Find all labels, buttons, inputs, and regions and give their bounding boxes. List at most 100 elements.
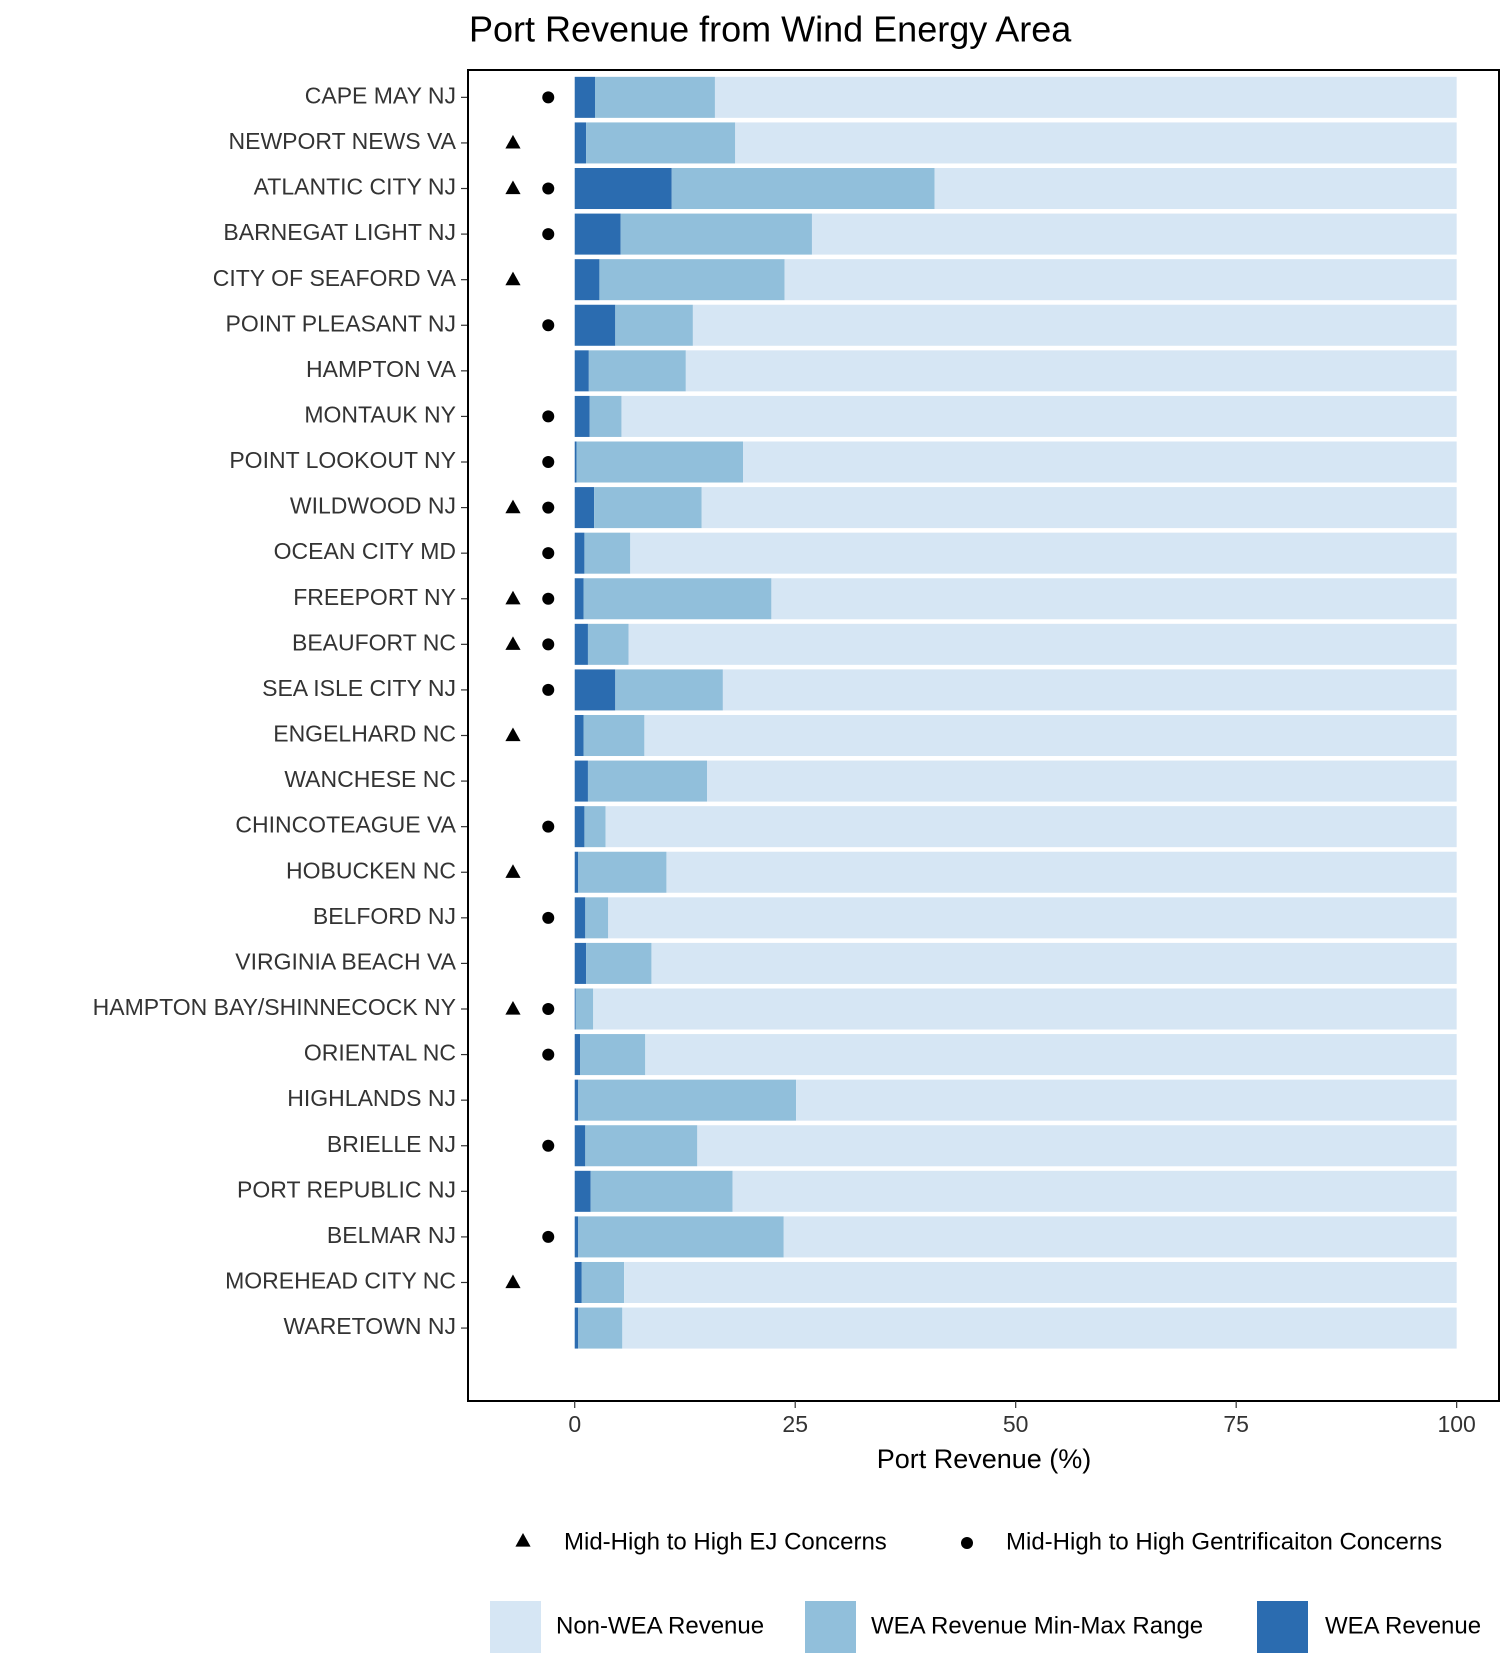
bar-segment (605, 806, 1457, 848)
ej-marker (505, 590, 521, 605)
y-tick-label: HIGHLANDS NJ (287, 1085, 456, 1111)
gentrification-marker (542, 683, 555, 696)
gentrification-marker (542, 319, 555, 332)
bar-segment (586, 942, 652, 984)
y-tick-label: WANCHESE NC (284, 766, 456, 792)
bar-segment (622, 1307, 1457, 1349)
bar-segment (584, 532, 631, 574)
bar-segment (608, 897, 1457, 939)
y-tick-label: HAMPTON VA (306, 356, 457, 382)
bar-segment (581, 1261, 625, 1303)
bar-segment (574, 1125, 586, 1167)
bar-segment (685, 350, 1457, 392)
bar-segment (574, 441, 577, 483)
bar-segment (585, 897, 609, 939)
bar-segment (743, 441, 1457, 483)
gentrification-marker (542, 228, 555, 241)
bar-segment (732, 1170, 1457, 1212)
bar-segment (587, 760, 708, 802)
gentrification-marker (542, 1048, 555, 1061)
bar-segment (576, 441, 744, 483)
x-tick-label: 25 (782, 1411, 808, 1437)
legend-key (1257, 1601, 1308, 1653)
gentrification-marker (542, 410, 555, 423)
bar-segment (599, 259, 785, 301)
bar-segment (574, 304, 616, 346)
legend-label: Mid-High to High EJ Concerns (564, 1528, 887, 1555)
bar-segment (574, 897, 586, 939)
bar-segment (615, 669, 723, 711)
y-tick-label: ORIENTAL NC (304, 1040, 456, 1066)
y-tick-label: BRIELLE NJ (327, 1131, 456, 1157)
bar-segment (578, 851, 667, 893)
bar-segment (583, 714, 645, 757)
gentrification-marker (542, 820, 555, 833)
bar-segment (588, 350, 686, 392)
y-tick-label: POINT PLEASANT NJ (226, 310, 457, 336)
y-tick-label: BARNEGAT LIGHT NJ (223, 219, 456, 245)
bar-segment (934, 168, 1457, 210)
bar-segment (587, 623, 629, 665)
legend-key (805, 1601, 856, 1653)
y-tick-label: CITY OF SEAFORD VA (213, 265, 457, 291)
bar-segment (574, 168, 672, 210)
y-tick-label: MONTAUK NY (304, 402, 456, 428)
y-tick-label: WILDWOOD NJ (290, 493, 456, 519)
bar-segment (574, 76, 596, 118)
gentrification-marker (542, 182, 555, 195)
y-tick-label: CHINCOTEAGUE VA (235, 812, 456, 838)
ej-marker (505, 180, 521, 195)
y-tick-label: HAMPTON BAY/SHINNECOCK NY (93, 994, 456, 1020)
gentrification-marker (542, 1002, 555, 1015)
bar-segment (666, 851, 1457, 893)
bar-segment (574, 942, 587, 984)
legend-label: WEA Revenue (1325, 1612, 1481, 1639)
bar-segment (671, 168, 935, 210)
ej-marker (505, 864, 521, 878)
bar-segment (784, 259, 1457, 301)
y-tick-label: ENGELHARD NC (273, 721, 456, 747)
bar-segment (771, 578, 1457, 620)
bar-segment (574, 669, 616, 711)
bar-segment (697, 1125, 1457, 1167)
ej-marker (505, 1274, 521, 1289)
bar-segment (701, 487, 1457, 529)
gentrification-marker (542, 638, 555, 651)
bar-segment (574, 1261, 582, 1303)
y-tick-label: ATLANTIC CITY NJ (254, 174, 456, 200)
bar-segment (574, 623, 588, 665)
bar-segment (651, 942, 1457, 984)
bar-segment (722, 669, 1457, 711)
bar-segment (574, 395, 590, 437)
bar-segment (584, 806, 606, 848)
ej-marker (505, 1000, 521, 1015)
bar-segment (574, 1216, 579, 1258)
bar-segment (574, 851, 579, 893)
bar-segment (644, 714, 1457, 757)
ej-marker (505, 727, 521, 742)
ej-marker (505, 134, 521, 149)
bar-segment (615, 304, 693, 346)
x-tick-label: 0 (568, 1411, 581, 1437)
bar-segment (583, 578, 772, 620)
legend-label: Mid-High to High Gentrificaiton Concerns (1006, 1528, 1442, 1555)
y-tick-label: POINT LOOKOUT NY (229, 447, 456, 473)
x-axis-title: Port Revenue (%) (877, 1444, 1092, 1474)
bar-segment (692, 304, 1457, 346)
gentrification-marker (542, 592, 555, 605)
gentrification-marker (542, 501, 555, 514)
ej-marker (505, 499, 521, 514)
bar-segment (621, 395, 1457, 437)
bar-segment (645, 1034, 1457, 1076)
bar-segment (574, 487, 595, 529)
bar-segment (574, 988, 576, 1030)
chart-title: Port Revenue from Wind Energy Area (469, 9, 1072, 50)
bar-segment (578, 1307, 623, 1349)
ej-marker (505, 636, 521, 650)
x-tick-label: 75 (1223, 1411, 1249, 1437)
gentrification-marker (542, 1139, 555, 1152)
legend-key (490, 1601, 541, 1653)
gentrification-marker (542, 547, 555, 560)
bar-segment (574, 1307, 579, 1349)
